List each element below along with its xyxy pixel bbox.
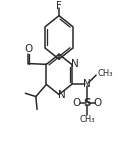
Text: CH₃: CH₃ xyxy=(80,115,95,124)
Text: N: N xyxy=(84,79,91,89)
Text: O: O xyxy=(73,98,81,108)
Text: O: O xyxy=(94,98,102,108)
Text: CH₃: CH₃ xyxy=(97,69,113,78)
Text: N: N xyxy=(58,89,66,99)
Text: O: O xyxy=(24,44,32,54)
Text: N: N xyxy=(71,59,78,69)
Text: F: F xyxy=(56,1,62,11)
Text: S: S xyxy=(84,98,91,108)
